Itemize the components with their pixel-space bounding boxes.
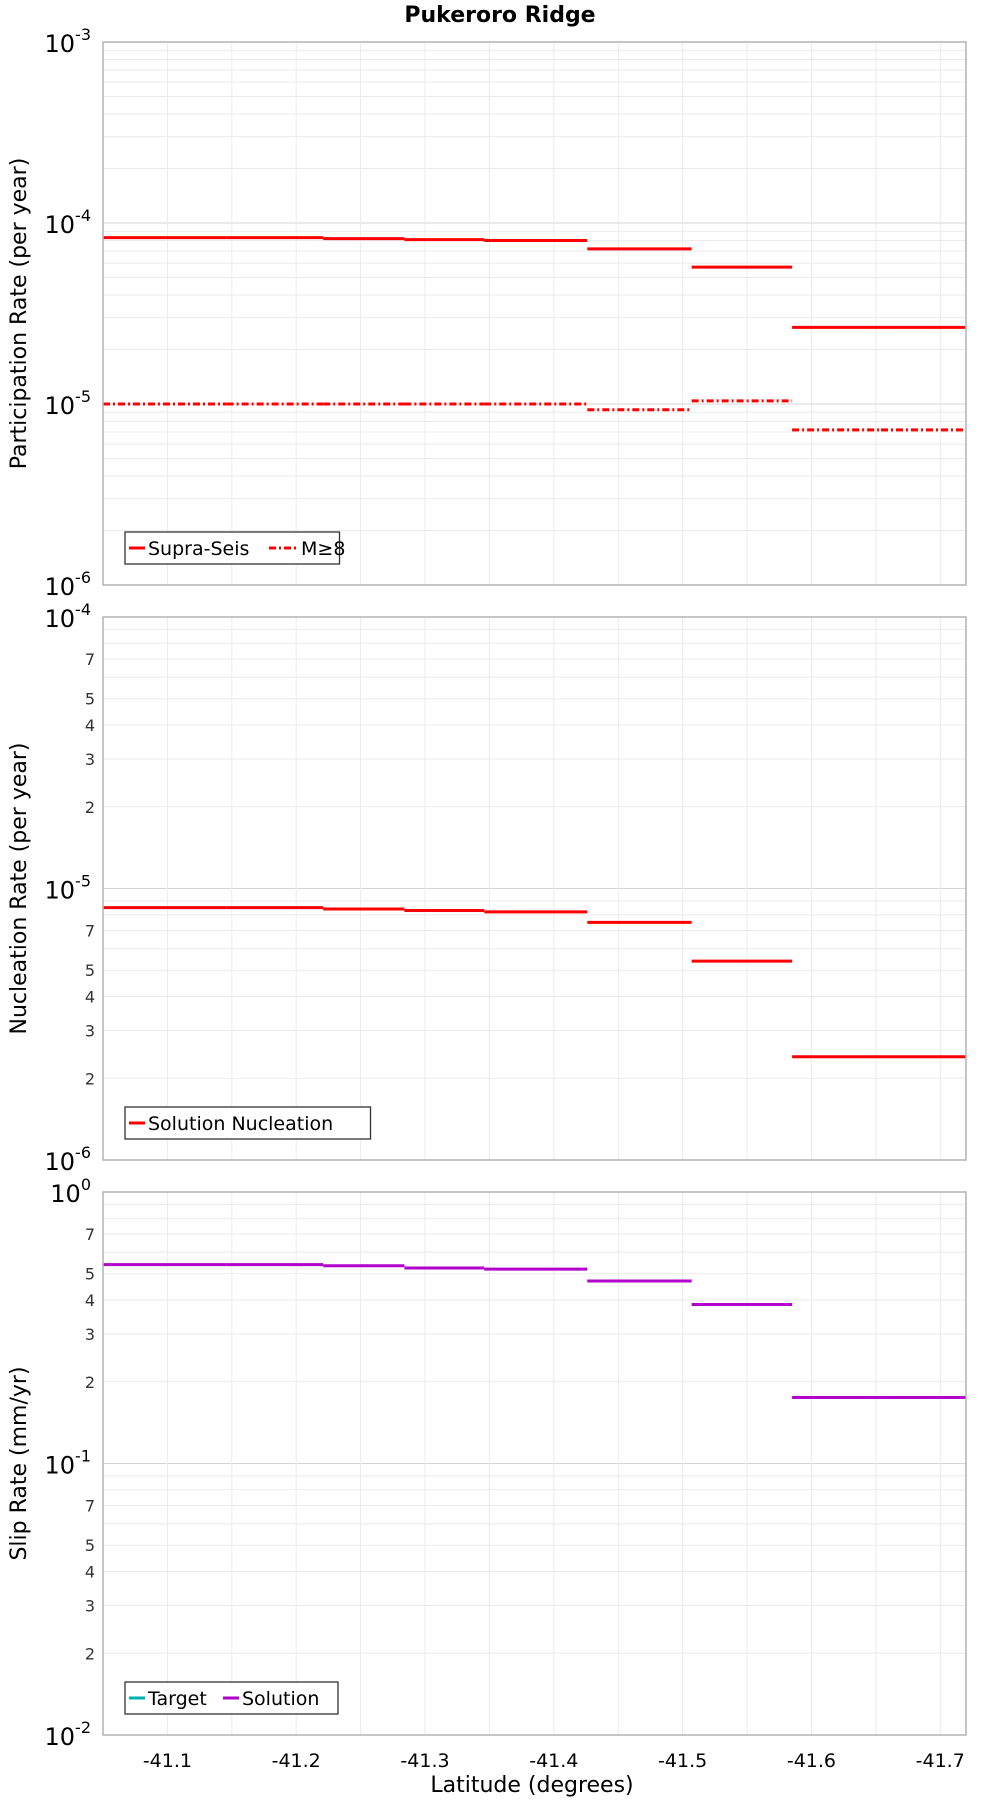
y-minor-tick-label: 5	[85, 1265, 95, 1284]
y-minor-tick-label: 7	[85, 1497, 95, 1516]
y-minor-tick-label: 4	[85, 1291, 95, 1310]
y-tick-label: 10-4	[45, 600, 92, 633]
x-tick-label: -41.3	[400, 1750, 449, 1772]
y-tick-label: 10-3	[45, 25, 92, 58]
y-minor-tick-label: 7	[85, 650, 95, 669]
legend-label: M≥8	[301, 538, 345, 560]
x-tick-label: -41.6	[787, 1750, 836, 1772]
y-tick-label: 10-2	[45, 1718, 92, 1751]
y-minor-tick-label: 7	[85, 1225, 95, 1244]
y-minor-tick-label: 2	[85, 1373, 95, 1392]
plot-frame	[102, 41, 967, 586]
y-minor-tick-label: 7	[85, 922, 95, 941]
y-axis-label: Slip Rate (mm/yr)	[7, 1366, 32, 1560]
y-minor-tick-label: 2	[85, 798, 95, 817]
y-minor-tick-label: 3	[85, 1021, 95, 1040]
plot-frame	[102, 1191, 967, 1736]
y-axis-label: Nucleation Rate (per year)	[7, 743, 32, 1035]
y-minor-tick-label: 4	[85, 716, 95, 735]
chart-panel-3: 10-2 10-1 100 2 2 3 3 4 4 5 5 7 7 Slip Rate (mm/yr) Ta…	[7, 1175, 967, 1751]
legend-box	[124, 531, 341, 565]
legend-label: Target	[147, 1688, 207, 1710]
y-tick-label: 10-6	[45, 568, 92, 601]
y-minor-tick-label: 3	[85, 1596, 95, 1615]
x-axis-label: Latitude (degrees)	[430, 1773, 633, 1798]
legend-label: Solution Nucleation	[148, 1113, 333, 1135]
y-tick-label: 100	[50, 1175, 91, 1208]
y-minor-tick-label: 5	[85, 961, 95, 980]
y-axis-label: Participation Rate (per year)	[7, 158, 32, 470]
y-tick-label: 10-5	[45, 387, 92, 420]
legend-label: Solution	[242, 1688, 319, 1710]
plot-background	[103, 42, 966, 585]
chart-panel-1: 10-6 10-5 10-4 10-3 Participation Rate (per …	[7, 25, 967, 601]
x-tick-label: -41.1	[143, 1750, 192, 1772]
y-tick-label: 10-5	[45, 872, 92, 905]
y-minor-tick-label: 5	[85, 690, 95, 709]
y-minor-tick-label: 4	[85, 1563, 95, 1582]
legend-label: Supra-Seis	[148, 538, 249, 560]
chart-title: Pukeroro Ridge	[404, 3, 595, 28]
x-tick-label: -41.7	[916, 1750, 965, 1772]
y-minor-tick-label: 4	[85, 988, 95, 1007]
y-minor-tick-label: 2	[85, 1644, 95, 1663]
y-tick-label: 10-4	[45, 206, 92, 239]
y-minor-tick-label: 3	[85, 750, 95, 769]
chart-panel-2: 10-6 10-5 10-4 2 2 3 3 4 4 5 5 7 7 Nucleation Rate (p…	[7, 600, 967, 1176]
x-tick-label: -41.4	[529, 1750, 578, 1772]
y-minor-tick-label: 5	[85, 1536, 95, 1555]
y-tick-label: 10-6	[45, 1143, 92, 1176]
y-tick-label: 10-1	[45, 1447, 92, 1480]
x-tick-label: -41.2	[272, 1750, 321, 1772]
y-minor-tick-label: 2	[85, 1069, 95, 1088]
x-tick-label: -41.5	[658, 1750, 707, 1772]
y-minor-tick-label: 3	[85, 1325, 95, 1344]
plot-frame	[102, 616, 967, 1161]
legend-box	[124, 1106, 372, 1140]
